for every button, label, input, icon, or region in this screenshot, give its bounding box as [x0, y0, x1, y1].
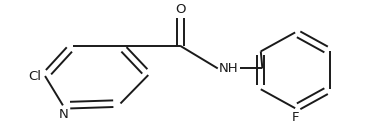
Text: NH: NH	[219, 62, 238, 75]
Text: O: O	[175, 3, 185, 16]
Text: N: N	[59, 108, 69, 121]
Text: Cl: Cl	[28, 70, 41, 83]
Text: F: F	[291, 111, 299, 124]
